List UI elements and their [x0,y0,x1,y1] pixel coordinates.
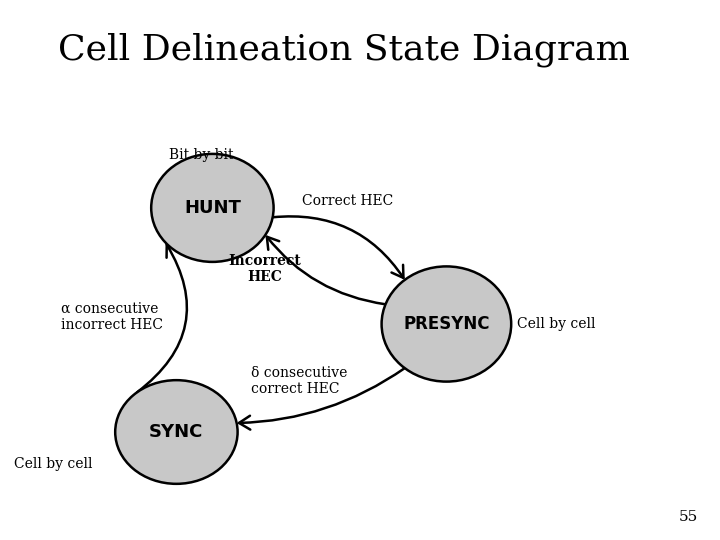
Ellipse shape [382,266,511,382]
Text: Cell by cell: Cell by cell [517,317,595,331]
Text: 55: 55 [679,510,698,524]
Text: PRESYNC: PRESYNC [403,315,490,333]
Text: SYNC: SYNC [149,423,204,441]
Ellipse shape [115,380,238,484]
FancyArrowPatch shape [137,245,187,392]
Ellipse shape [151,154,274,262]
FancyArrowPatch shape [267,237,385,305]
Text: Cell by cell: Cell by cell [14,457,93,471]
FancyArrowPatch shape [239,368,405,430]
Text: Bit by bit: Bit by bit [169,148,234,162]
Text: Correct HEC: Correct HEC [302,194,394,208]
Text: α consecutive
incorrect HEC: α consecutive incorrect HEC [61,302,163,332]
Text: HUNT: HUNT [184,199,240,217]
Text: Incorrect
HEC: Incorrect HEC [228,254,302,284]
Text: Cell Delineation State Diagram: Cell Delineation State Diagram [58,32,629,67]
FancyArrowPatch shape [273,217,403,278]
Text: δ consecutive
correct HEC: δ consecutive correct HEC [251,366,347,396]
